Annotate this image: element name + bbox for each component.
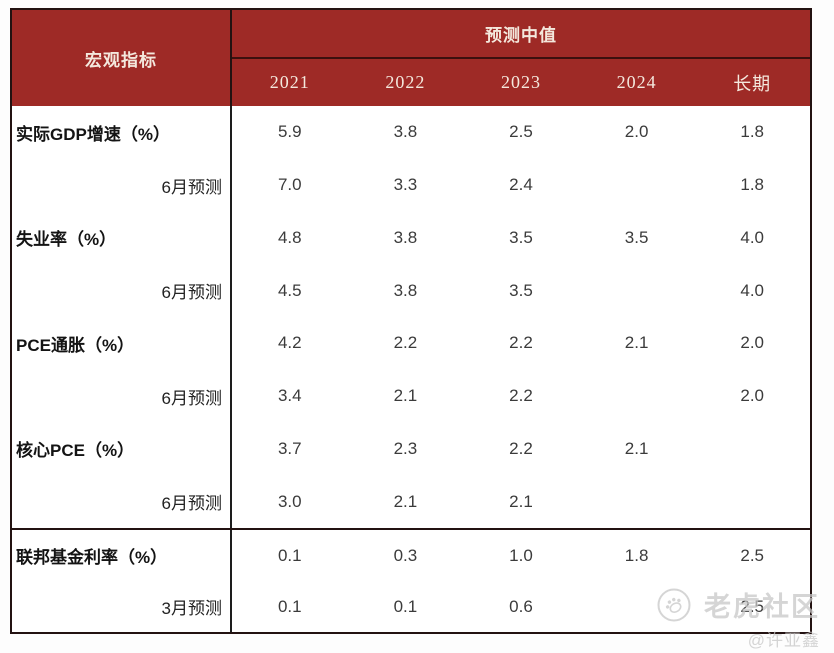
header-corner-label: 宏观指标 xyxy=(12,10,232,106)
cell-value: 3.4 xyxy=(277,386,302,406)
table-section-fed-funds: 联邦基金利率（%） 0.1 0.3 1.0 1.8 2.5 3月预测 0.1 0… xyxy=(12,528,810,632)
cell-value: 4.0 xyxy=(740,280,764,300)
cell-value: 1.8 xyxy=(740,122,764,142)
cell-value xyxy=(694,423,810,476)
cell-value: 0.1 xyxy=(277,596,302,616)
column-header-longterm: 长期 xyxy=(733,73,772,94)
cell-value: 3.8 xyxy=(393,122,418,142)
cell-value: 3.8 xyxy=(393,280,418,300)
row-label: 6月预测 xyxy=(12,475,232,528)
cell-value: 0.6 xyxy=(509,596,533,616)
cell-value: 3.5 xyxy=(624,227,649,247)
cell-value: 3.5 xyxy=(509,280,533,300)
column-header-2023: 2023 xyxy=(500,72,541,92)
row-label: 6月预测 xyxy=(12,264,232,317)
cell-value: 0.3 xyxy=(393,545,418,565)
cell-value: 3.0 xyxy=(277,491,302,511)
cell-value xyxy=(579,159,695,212)
row-label: 联邦基金利率（%） xyxy=(12,530,232,581)
cell-value: 2.0 xyxy=(624,122,649,142)
column-header-2022: 2022 xyxy=(385,72,426,92)
table-row: 3月预测 0.1 0.1 0.6 2.5 xyxy=(12,581,810,632)
table-row: PCE通胀（%） 4.2 2.2 2.2 2.1 2.0 xyxy=(12,317,810,370)
table-row: 实际GDP增速（%） 5.9 3.8 2.5 2.0 1.8 xyxy=(12,106,810,159)
cell-value: 2.2 xyxy=(509,438,533,458)
table-row: 失业率（%） 4.8 3.8 3.5 3.5 4.0 xyxy=(12,211,810,265)
cell-value: 2.0 xyxy=(740,333,764,353)
cell-value: 4.0 xyxy=(740,227,764,247)
cell-value: 2.5 xyxy=(740,545,764,565)
cell-value: 2.4 xyxy=(509,175,533,195)
header-group-label: 预测中值 xyxy=(232,10,810,59)
cell-value: 3.5 xyxy=(509,227,533,247)
table-row: 6月预测 3.4 2.1 2.2 2.0 xyxy=(12,369,810,423)
row-label: 实际GDP增速（%） xyxy=(12,106,232,159)
cell-value: 2.3 xyxy=(393,438,418,458)
cell-value: 3.8 xyxy=(393,227,418,247)
table-row: 6月预测 4.5 3.8 3.5 4.0 xyxy=(12,264,810,317)
cell-value xyxy=(694,475,810,528)
cell-value: 2.1 xyxy=(509,491,533,511)
cell-value: 0.1 xyxy=(277,545,302,565)
cell-value xyxy=(579,475,695,528)
column-header-2024: 2024 xyxy=(616,72,657,92)
table-row: 6月预测 7.0 3.3 2.4 1.8 xyxy=(12,158,810,212)
cell-value: 2.1 xyxy=(624,333,649,353)
cell-value: 1.0 xyxy=(509,545,533,565)
cell-value: 2.1 xyxy=(393,386,418,406)
cell-value: 5.9 xyxy=(277,122,302,142)
cell-value: 2.0 xyxy=(740,386,764,406)
table-row: 联邦基金利率（%） 0.1 0.3 1.0 1.8 2.5 xyxy=(12,530,810,581)
cell-value: 2.2 xyxy=(393,333,418,353)
cell-value: 4.2 xyxy=(277,333,302,353)
cell-value: 4.5 xyxy=(277,280,302,300)
header-year-row: 2021 2022 2023 2024 长期 xyxy=(232,59,810,106)
cell-value: 2.1 xyxy=(624,438,649,458)
cell-value xyxy=(579,264,695,317)
row-label: PCE通胀（%） xyxy=(12,317,232,370)
cell-value: 1.8 xyxy=(740,175,764,195)
cell-value: 2.2 xyxy=(509,386,533,406)
column-header-2021: 2021 xyxy=(269,72,310,92)
cell-value: 2.2 xyxy=(509,333,533,353)
row-label: 6月预测 xyxy=(12,158,232,212)
cell-value: 2.5 xyxy=(509,122,533,142)
cell-value: 1.8 xyxy=(624,545,649,565)
cell-value xyxy=(579,581,695,632)
row-label: 核心PCE（%） xyxy=(12,422,232,476)
table-section-main: 实际GDP增速（%） 5.9 3.8 2.5 2.0 1.8 6月预测 7.0 … xyxy=(12,106,810,528)
cell-value: 3.7 xyxy=(277,438,302,458)
header-right: 预测中值 2021 2022 2023 2024 长期 xyxy=(232,10,810,106)
forecast-table: 宏观指标 预测中值 2021 2022 2023 2024 长期 实际GDP增速… xyxy=(10,8,812,634)
cell-value: 7.0 xyxy=(277,175,302,195)
row-label: 3月预测 xyxy=(12,581,232,632)
cell-value: 2.5 xyxy=(740,596,764,616)
row-label: 失业率（%） xyxy=(12,211,232,265)
cell-value xyxy=(579,370,695,423)
cell-value: 2.1 xyxy=(393,491,418,511)
table-header: 宏观指标 预测中值 2021 2022 2023 2024 长期 xyxy=(12,10,810,106)
table-row: 核心PCE（%） 3.7 2.3 2.2 2.1 xyxy=(12,422,810,476)
cell-value: 4.8 xyxy=(277,227,302,247)
cell-value: 0.1 xyxy=(393,596,418,616)
cell-value: 3.3 xyxy=(393,175,418,195)
table-row: 6月预测 3.0 2.1 2.1 xyxy=(12,475,810,528)
row-label: 6月预测 xyxy=(12,369,232,423)
